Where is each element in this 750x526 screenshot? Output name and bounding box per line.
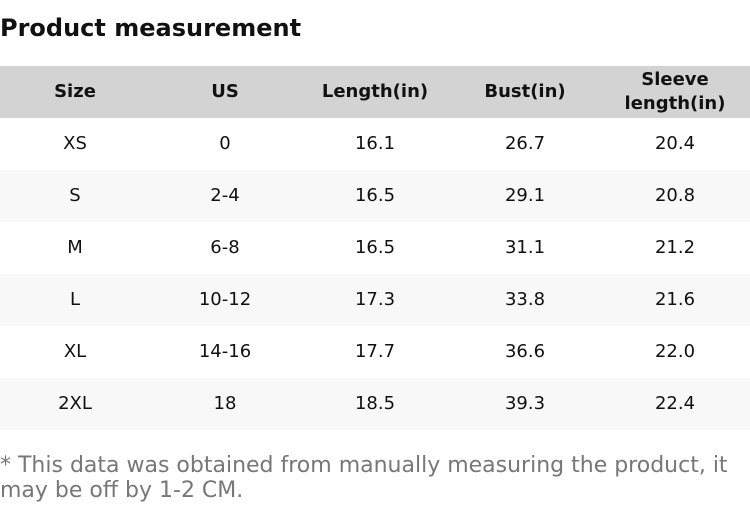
table-row: S 2-4 16.5 29.1 20.8 [0,170,750,222]
table-cell: 18.5 [300,378,450,430]
table-cell: 29.1 [450,170,600,222]
table-cell: XL [63,341,87,362]
table-row: L 10-12 17.3 33.8 21.6 [0,274,750,326]
table-row: XS 0 16.1 26.7 20.4 [0,118,750,170]
table-cell: 21.6 [600,274,750,326]
table-cell: 16.5 [354,237,396,258]
table-cell: 31.1 [504,237,546,258]
table-cell: 2-4 [150,170,300,222]
table-cell: 21.2 [654,237,696,258]
size-table: Size US Length(in) Bust(in) Sleeve length(in… [0,66,750,430]
header-cell: Length(in) [300,66,450,118]
header-row: Size US Length(in) Bust(in) Sleeve length(in… [0,66,750,118]
table-row: XL 14-16 17.7 36.6 22.0 [0,326,750,378]
note: * This data was obtained from manually m… [0,453,728,503]
header-cell: Bust(in) [450,66,600,118]
table-row: 2XL 18 18.5 39.3 22.4 [0,378,750,430]
table-row: M 6-8 16.5 31.1 21.2 [0,222,750,274]
header-cell: Sleeve length(in) [600,66,750,118]
table-cell: S [0,170,150,222]
table-cell: 39.3 [450,378,600,430]
header-cell: US [150,66,300,118]
table-cell: 14-16 [198,341,252,362]
table-cell: 2XL [0,378,150,430]
table-cell: 22.0 [654,341,696,362]
table-cell: XS [63,133,87,154]
table-cell: 0 [219,133,231,154]
table-cell: 36.6 [504,341,546,362]
title: Product measurement [0,14,302,42]
table-cell: 18 [150,378,300,430]
table-cell: 16.1 [354,133,396,154]
table-cell: 16.5 [300,170,450,222]
table-cell: 10-12 [150,274,300,326]
table-cell: 17.7 [354,341,396,362]
table-body: XS 0 16.1 26.7 20.4 S 2-4 16.5 29.1 20.8 M 6-8 16.5 3… [0,118,750,430]
table-cell: 26.7 [504,133,546,154]
table-cell: 22.4 [600,378,750,430]
table-cell: 6-8 [210,237,240,258]
table-cell: 33.8 [450,274,600,326]
table-cell: L [0,274,150,326]
header-cell: Size [0,66,150,118]
table-cell: 20.8 [600,170,750,222]
table-cell: 20.4 [654,133,696,154]
table-cell: M [67,237,83,258]
table-cell: 17.3 [300,274,450,326]
